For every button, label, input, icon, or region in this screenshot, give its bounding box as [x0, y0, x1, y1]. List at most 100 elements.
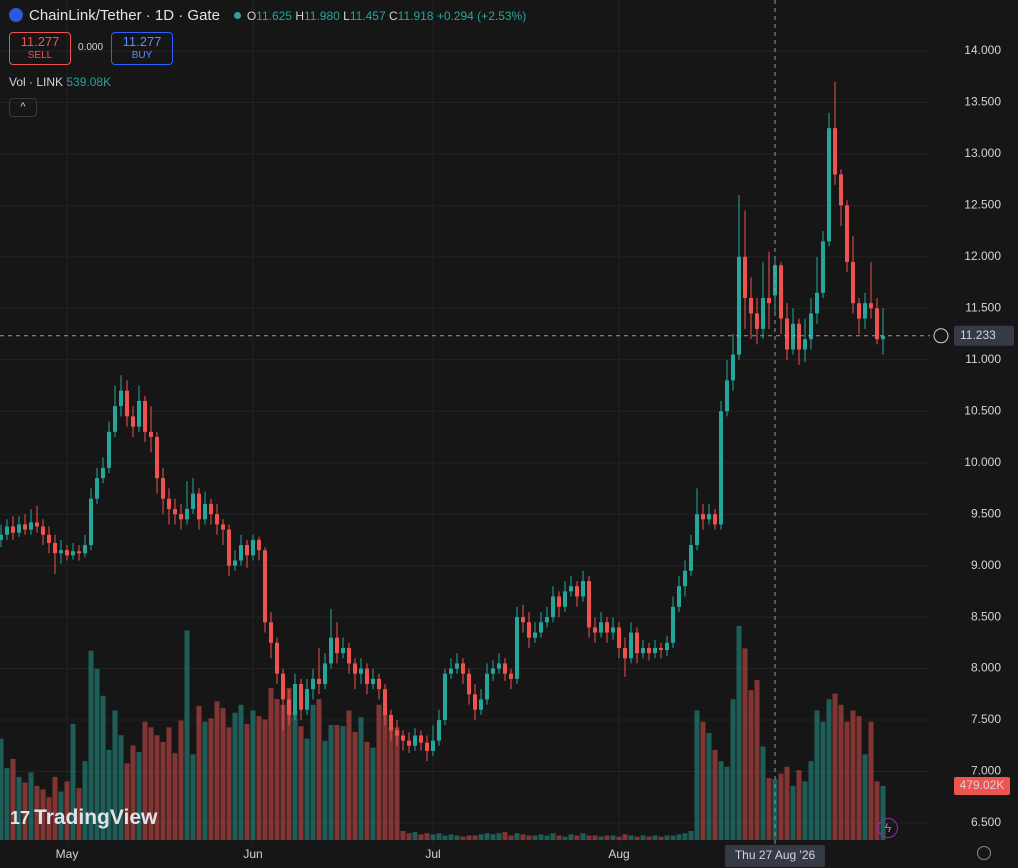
- volume-bar: [820, 721, 826, 840]
- volume-bar: [532, 835, 538, 840]
- candle-body: [671, 606, 675, 643]
- y-tick-label: 13.000: [964, 146, 1001, 160]
- volume-bar: [130, 745, 136, 840]
- volume-bar: [340, 726, 346, 840]
- ohlc-label: O: [246, 9, 257, 23]
- volume-bar: [832, 693, 838, 840]
- settings-icon[interactable]: [977, 846, 991, 860]
- volume-bar: [844, 721, 850, 840]
- candle-body: [683, 570, 687, 587]
- x-tick-label: Jun: [243, 847, 262, 861]
- candle-body: [881, 336, 885, 340]
- volume-legend-label: Vol · LINK: [9, 75, 64, 89]
- volume-bar: [310, 704, 316, 840]
- candle-body: [677, 586, 681, 607]
- candle-body: [665, 642, 669, 651]
- volume-bar: [868, 721, 874, 840]
- ohlc-value: 11.625: [256, 9, 292, 23]
- candle-body: [161, 478, 165, 499]
- volume-bar: [838, 704, 844, 840]
- candle-body: [767, 297, 771, 304]
- volume-bar: [10, 758, 16, 840]
- volume-bar: [604, 835, 610, 840]
- alert-icon[interactable]: ϟ: [878, 818, 898, 838]
- volume-bar: [64, 781, 70, 840]
- volume-bar: [406, 833, 412, 840]
- volume-bar: [334, 725, 340, 840]
- candle-body: [83, 545, 87, 554]
- candle-body: [11, 526, 15, 533]
- volume-bar: [112, 710, 118, 840]
- x-tick-label: Aug: [608, 847, 629, 861]
- volume-bar: [94, 668, 100, 840]
- candle-body: [41, 526, 45, 535]
- candle-body: [869, 303, 873, 309]
- candle-body: [101, 467, 105, 479]
- candle-body: [845, 205, 849, 262]
- buy-button[interactable]: 11.277 BUY: [111, 32, 173, 65]
- candle-body: [281, 673, 285, 700]
- volume-bar: [346, 710, 352, 840]
- volume-bar: [490, 834, 496, 840]
- volume-bar: [700, 721, 706, 840]
- candle-body: [587, 581, 591, 628]
- candle-body: [749, 297, 753, 314]
- volume-bar: [70, 723, 76, 840]
- candle-body: [35, 522, 39, 527]
- volume-bar: [178, 720, 184, 840]
- candle-body: [797, 323, 801, 350]
- volume-bar: [520, 834, 526, 840]
- volume-bar: [664, 835, 670, 840]
- volume-bar: [418, 834, 424, 840]
- volume-bar: [244, 723, 250, 840]
- candle-body: [755, 313, 759, 329]
- candle-body: [59, 550, 63, 554]
- candle-body: [623, 647, 627, 659]
- candle-body: [383, 689, 387, 715]
- sell-button[interactable]: 11.277 SELL: [9, 32, 71, 65]
- symbol[interactable]: ChainLink/Tether · 1D · Gate: [29, 7, 220, 24]
- candle-body: [245, 545, 249, 556]
- volume-bar: [256, 716, 262, 840]
- candle-body: [497, 663, 501, 669]
- collapse-button[interactable]: ^: [9, 98, 37, 117]
- volume-bar: [814, 710, 820, 840]
- candle-body: [233, 560, 237, 566]
- crosshair-price: 11.233: [960, 328, 996, 342]
- y-tick-label: 12.500: [964, 198, 1001, 212]
- candle-body: [539, 622, 543, 633]
- volume-bar: [376, 704, 382, 840]
- candle-body: [485, 673, 489, 700]
- volume-bar: [850, 710, 856, 840]
- candle-body: [431, 740, 435, 751]
- volume-bar: [754, 680, 760, 840]
- volume-bar: [250, 710, 256, 840]
- volume-bar: [874, 781, 880, 840]
- volume-bar: [172, 753, 178, 840]
- candle-body: [0, 534, 3, 540]
- volume-bar: [394, 727, 400, 840]
- volume-bar: [760, 746, 766, 840]
- volume-bar: [166, 727, 172, 840]
- candle-body: [827, 128, 831, 242]
- candle-body: [455, 663, 459, 669]
- candle-body: [305, 689, 309, 710]
- candle-body: [785, 318, 789, 350]
- candle-body: [317, 678, 321, 685]
- candle-body: [401, 735, 405, 741]
- candle-body: [653, 647, 657, 654]
- volume-bar: [802, 781, 808, 840]
- volume-bar: [382, 713, 388, 840]
- volume-bar: [442, 835, 448, 840]
- volume-bar: [88, 650, 94, 840]
- candle-body: [851, 261, 855, 304]
- volume-bar: [574, 835, 580, 840]
- candle-body: [251, 539, 255, 556]
- volume-bar: [652, 835, 658, 840]
- candle-body: [839, 174, 843, 206]
- volume-bar: [76, 788, 82, 840]
- candle-body: [47, 534, 51, 543]
- candle-body: [113, 406, 117, 432]
- volume-bar: [580, 833, 586, 840]
